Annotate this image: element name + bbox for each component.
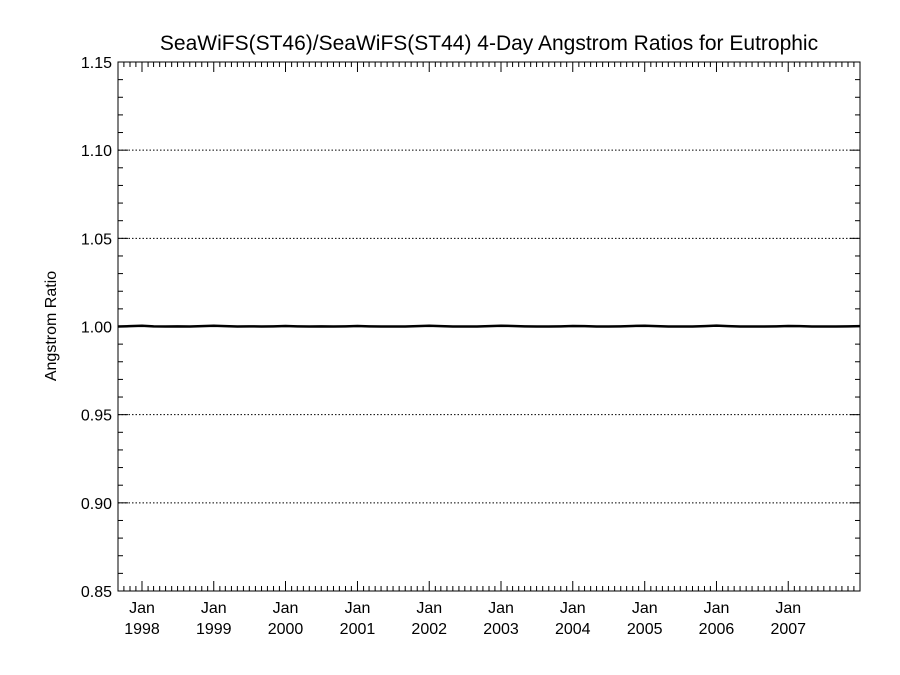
y-tick-label: 0.95 (81, 408, 112, 425)
x-tick-year-label: 2002 (411, 621, 447, 638)
y-tick-label: 0.85 (81, 584, 112, 601)
y-tick-label: 1.05 (81, 231, 112, 248)
y-tick-labels: 0.85 0.90 0.95 1.00 1.05 1.10 1.15 (81, 55, 112, 601)
x-tick-month-label: Jan (560, 600, 586, 617)
x-tick-year-label: 2005 (627, 621, 663, 638)
x-tick-month-label: Jan (129, 600, 155, 617)
y-tick-label: 1.15 (81, 55, 112, 72)
x-tick-year-label: 1998 (124, 621, 160, 638)
x-tick-month-label: Jan (704, 600, 730, 617)
series-line (117, 324, 861, 328)
x-tick-year-label: 2003 (483, 621, 519, 638)
x-tick-year-label: 2001 (340, 621, 376, 638)
x-tick-month-label: Jan (632, 600, 658, 617)
y-tick-label: 0.90 (81, 496, 112, 513)
minor-ticks (118, 61, 860, 592)
x-tick-labels: Jan 1998 Jan 1999 Jan 2000 Jan 2001 Jan 2002 Jan 20… (124, 600, 806, 638)
x-tick-year-label: 2007 (770, 621, 806, 638)
x-tick-year-label: 2004 (555, 621, 591, 638)
plot-frame (117, 61, 861, 592)
y-tick-label: 1.10 (81, 143, 112, 160)
x-tick-month-label: Jan (775, 600, 801, 617)
chart-title: SeaWiFS(ST46)/SeaWiFS(ST44) 4-Day Angstr… (160, 32, 818, 55)
series-group (117, 324, 861, 328)
x-tick-month-label: Jan (345, 600, 371, 617)
y-axis-label: Angstrom Ratio (43, 271, 60, 381)
x-tick-year-label: 2006 (699, 621, 735, 638)
x-tick-month-label: Jan (273, 600, 299, 617)
x-tick-month-label: Jan (488, 600, 514, 617)
x-tick-month-label: Jan (201, 600, 227, 617)
y-tick-label: 1.00 (81, 320, 112, 337)
x-tick-month-label: Jan (416, 600, 442, 617)
x-tick-year-label: 2000 (268, 621, 304, 638)
x-tick-year-label: 1999 (196, 621, 232, 638)
